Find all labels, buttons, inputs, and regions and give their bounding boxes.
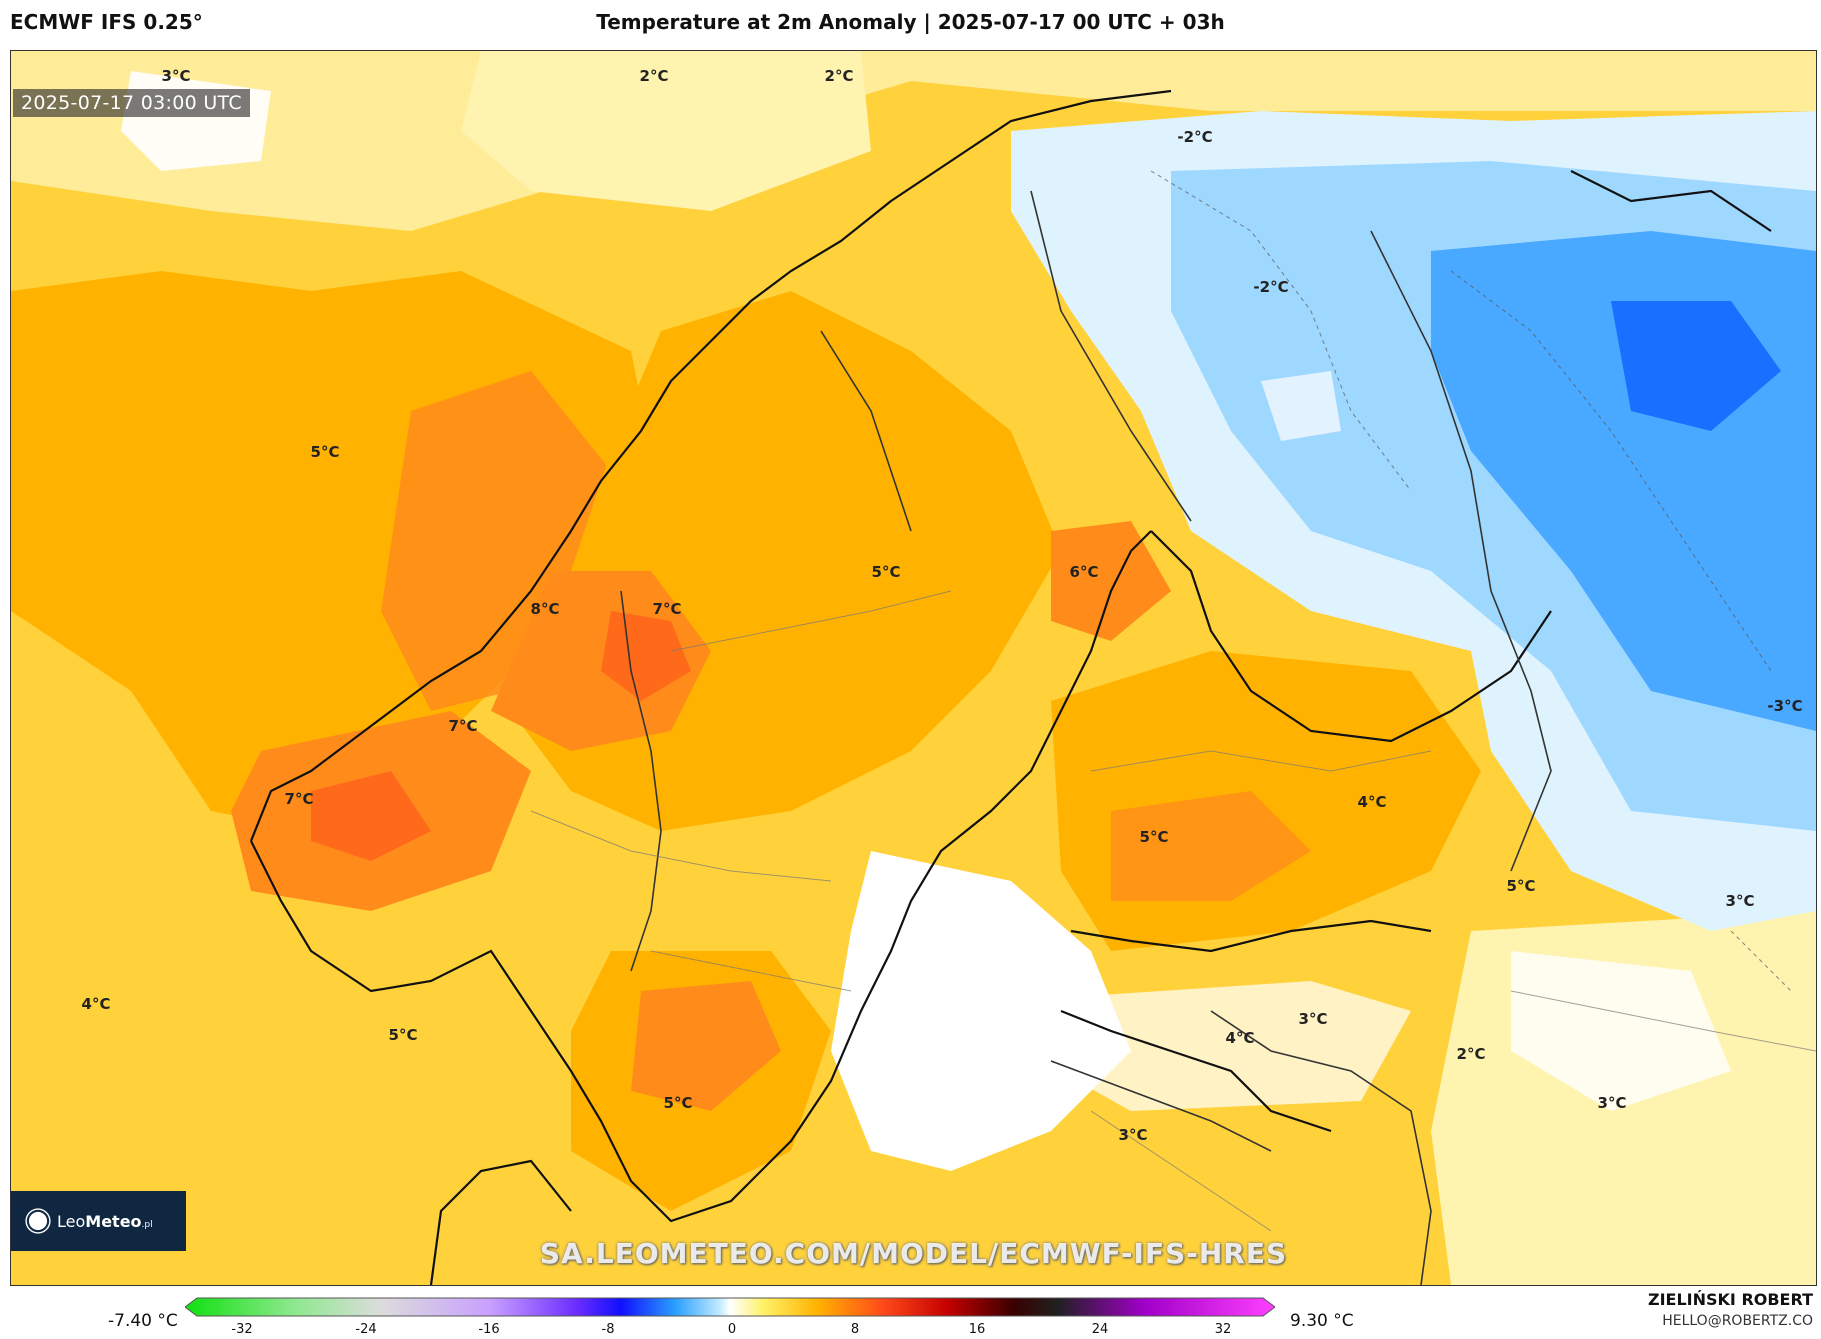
contour-label: -2°C (1177, 128, 1213, 146)
contour-label: 8°C (530, 600, 560, 618)
contour-label: 5°C (1506, 877, 1536, 895)
temperature-field (11, 51, 1816, 1285)
colorbar-tick: -32 (231, 1322, 253, 1337)
contour-label: 5°C (663, 1094, 693, 1112)
contour-label: 3°C (1118, 1126, 1148, 1144)
logo-name-light: Leo (57, 1211, 86, 1231)
chart-title: Temperature at 2m Anomaly | 2025-07-17 0… (596, 10, 1225, 34)
contour-label: 3°C (161, 67, 191, 85)
logo-name-bold: Meteo (85, 1211, 142, 1231)
contour-label: -2°C (1253, 278, 1289, 296)
contour-label: 4°C (1357, 793, 1387, 811)
contour-label: 6°C (1069, 563, 1099, 581)
contour-label: 2°C (824, 67, 854, 85)
contour-label: 5°C (871, 563, 901, 581)
contour-label: 3°C (1597, 1094, 1627, 1112)
contour-label: 2°C (639, 67, 669, 85)
colorbar-tick: 8 (850, 1322, 860, 1337)
colorbar-tick: 0 (727, 1322, 737, 1337)
anomaly-map[interactable]: 2025-07-17 03:00 UTC 3°C 2°C 2°C -2°C -2… (10, 50, 1817, 1286)
author-email[interactable]: HELLO@ROBERTZ.CO (1662, 1313, 1813, 1329)
contour-label: 2°C (1456, 1045, 1486, 1063)
sun-icon (28, 1211, 48, 1231)
valid-time-badge: 2025-07-17 03:00 UTC (13, 89, 250, 117)
contour-label: 3°C (1298, 1010, 1328, 1028)
colorbar-tick: 16 (968, 1322, 986, 1337)
watermark-url: SA.LEOMETEO.COM/MODEL/ECMWF-IFS-HRES (539, 1237, 1288, 1270)
colorbar-tick: 24 (1091, 1322, 1109, 1337)
colorbar-max-label: 9.30 °C (1290, 1311, 1354, 1331)
contour-label: 7°C (284, 790, 314, 808)
contour-label: 7°C (652, 600, 682, 618)
logo-suffix: .pl (141, 1219, 153, 1230)
author-name: ZIELIŃSKI ROBERT (1647, 1290, 1813, 1309)
contour-label: 7°C (448, 717, 478, 735)
contour-label: 5°C (388, 1026, 418, 1044)
contour-label: 3°C (1725, 892, 1755, 910)
contour-label: 4°C (1225, 1029, 1255, 1047)
contour-label: 5°C (310, 443, 340, 461)
contour-label: 4°C (81, 995, 111, 1013)
contour-label: -3°C (1767, 697, 1803, 715)
colorbar-tick: -24 (355, 1322, 377, 1337)
colorbar-min-label: -7.40 °C (108, 1311, 178, 1331)
brand-logo[interactable]: LeoMeteo.pl (11, 1191, 186, 1251)
contour-label: 5°C (1139, 828, 1169, 846)
colorbar-tick: -16 (478, 1322, 500, 1337)
colorbar-tick: -8 (601, 1322, 615, 1337)
colorbar-tick: 32 (1214, 1322, 1232, 1337)
author-credit: ZIELIŃSKI ROBERT HELLO@ROBERTZ.CO (1648, 1290, 1813, 1329)
colorbar (185, 1297, 1275, 1317)
model-name: ECMWF IFS 0.25° (10, 10, 203, 34)
